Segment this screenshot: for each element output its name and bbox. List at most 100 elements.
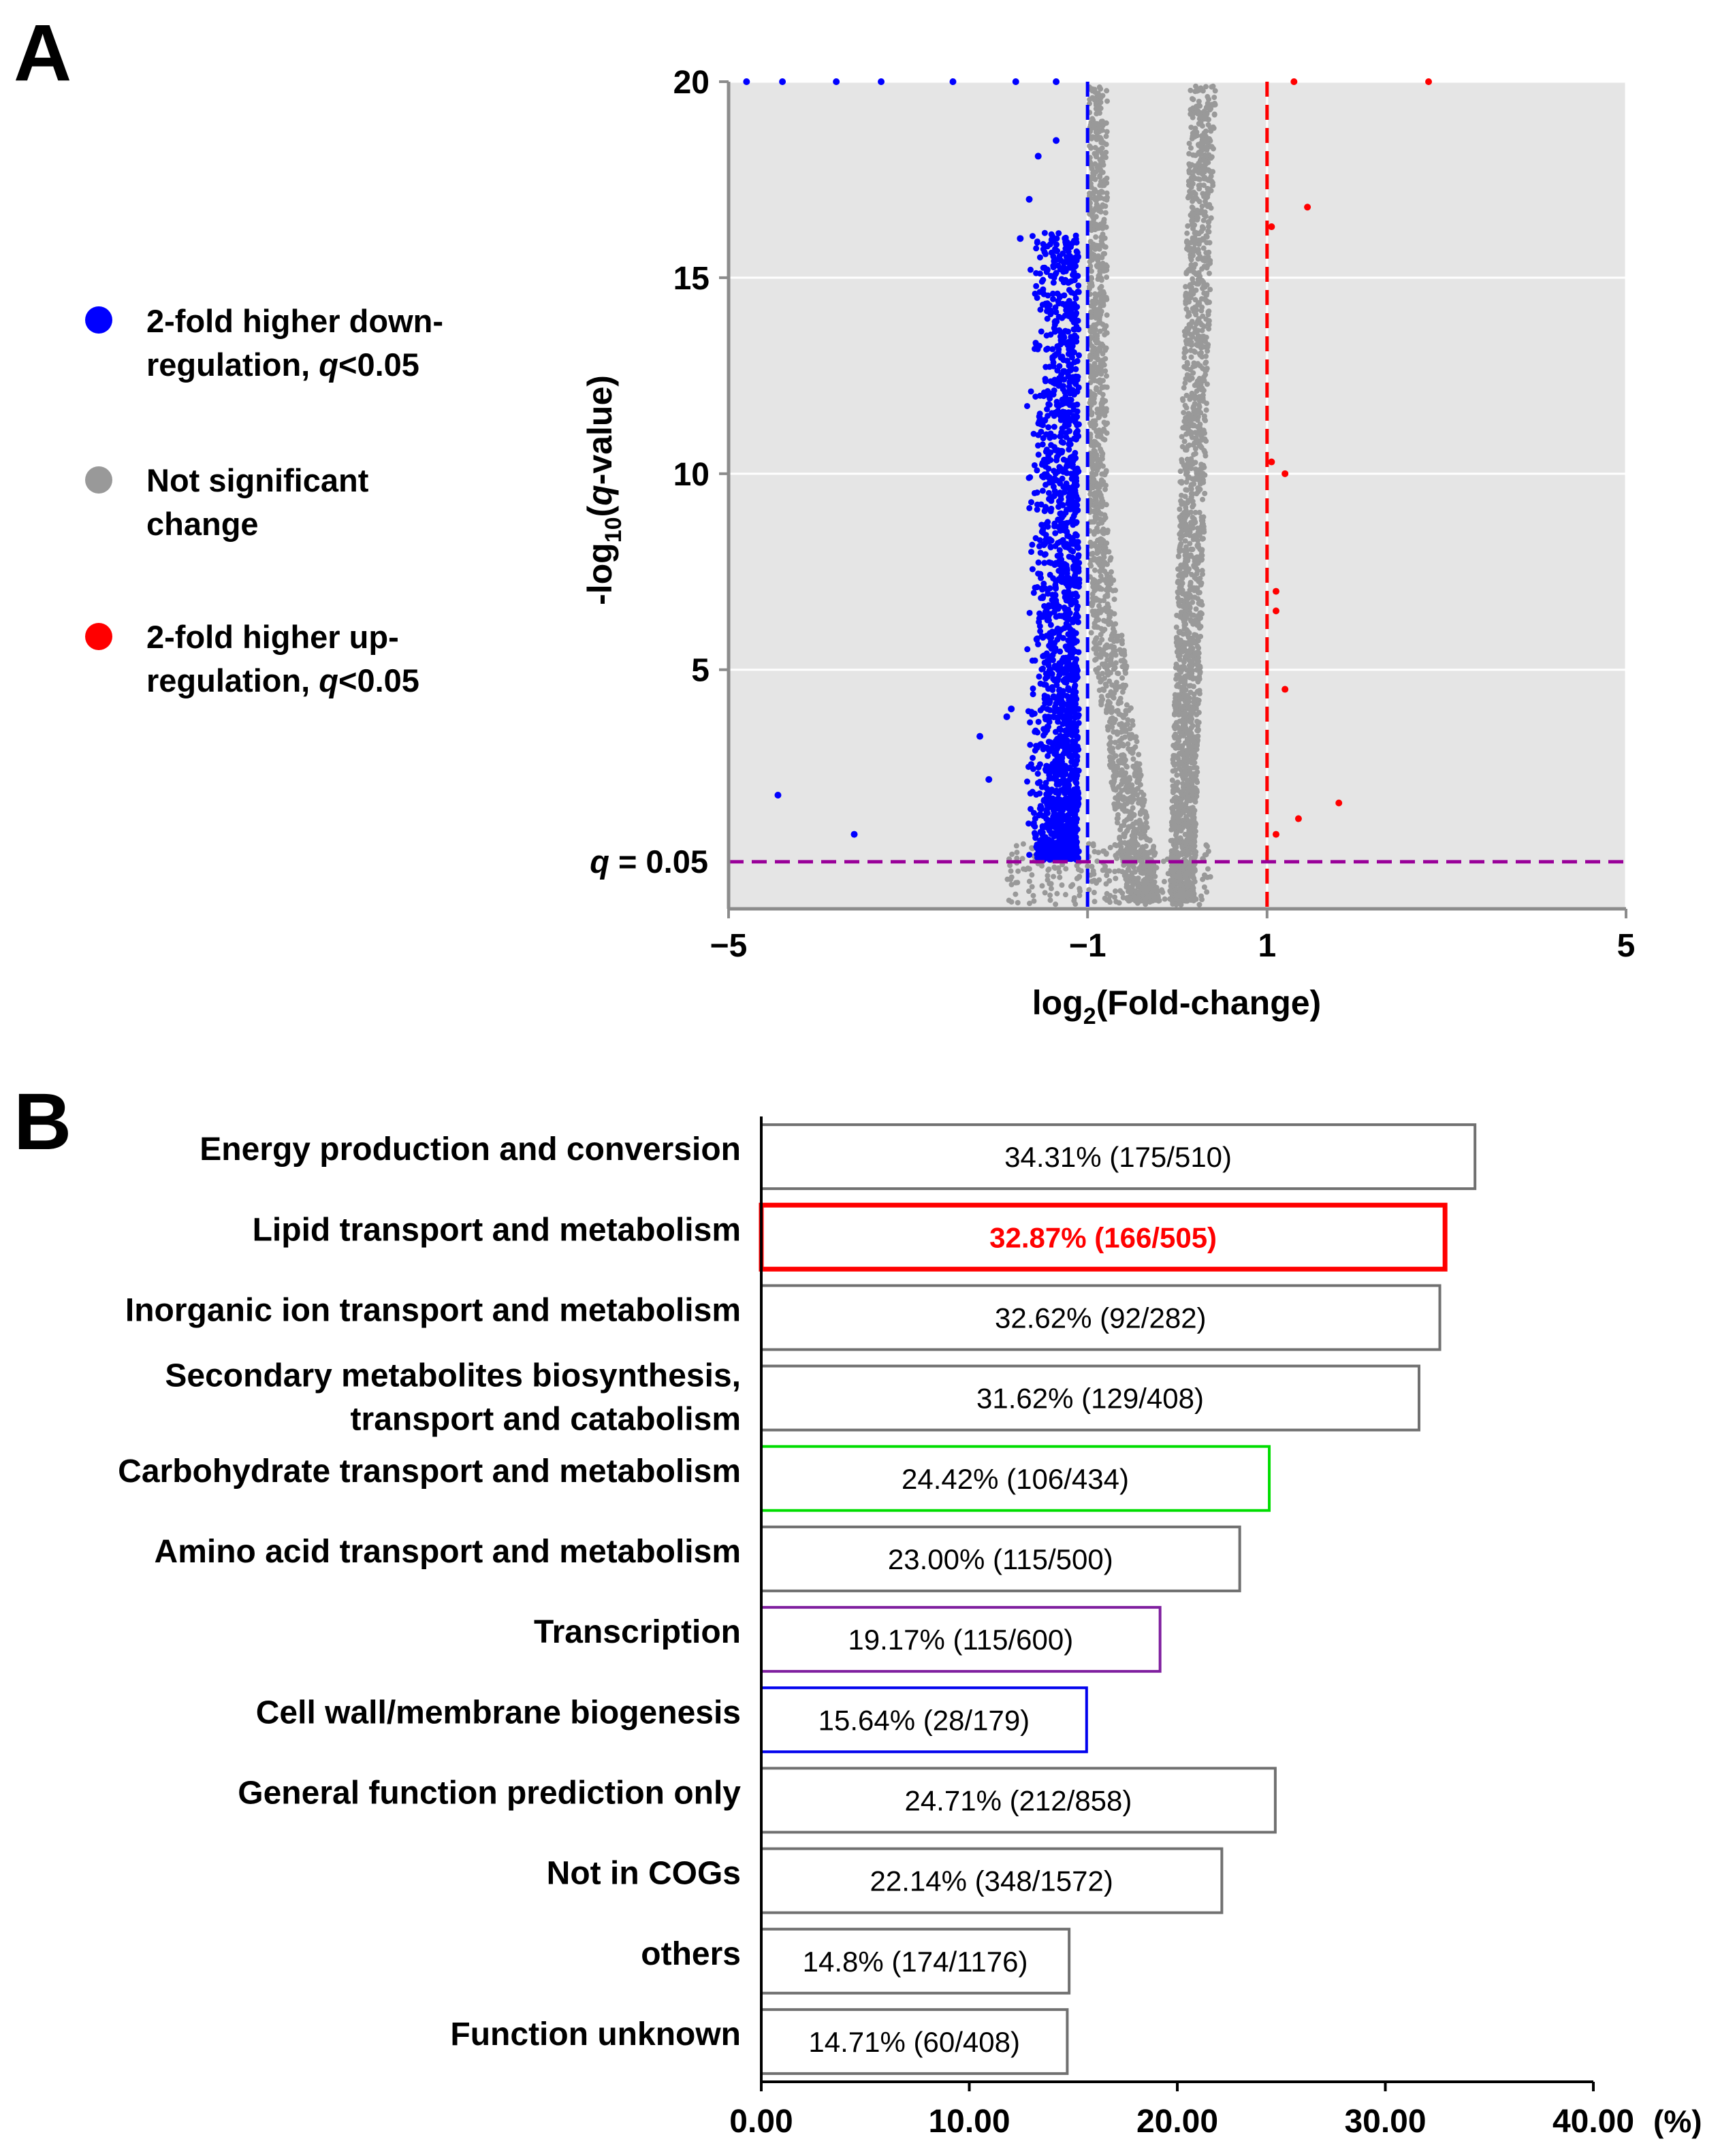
ns-point	[1103, 224, 1109, 230]
ns-point	[1188, 466, 1194, 472]
ns-point	[1202, 852, 1208, 858]
ns-point	[1077, 892, 1083, 899]
ns-point	[1092, 492, 1098, 498]
ns-point	[1087, 180, 1094, 187]
ns-point	[1191, 129, 1197, 135]
ns-point	[1087, 420, 1093, 426]
ns-point	[1118, 658, 1124, 664]
ns-point	[1175, 590, 1181, 596]
down-point	[1041, 602, 1048, 609]
ns-point	[1143, 895, 1149, 901]
ns-point	[1088, 251, 1094, 257]
ns-point	[1203, 213, 1209, 219]
legend-down-line2: regulation, q<0.05	[146, 347, 419, 383]
ns-point	[1196, 430, 1202, 436]
down-point	[1051, 810, 1057, 817]
down-point	[1064, 588, 1071, 595]
ns-point	[1192, 396, 1198, 402]
ns-point	[1149, 882, 1155, 888]
down-point	[1033, 283, 1040, 289]
legend-ns-line2: change	[146, 506, 259, 542]
ns-point	[1203, 202, 1209, 208]
ns-point	[1094, 332, 1100, 338]
ns-point	[1136, 800, 1142, 806]
ns-point	[1188, 666, 1194, 672]
ns-point	[1194, 417, 1200, 423]
ns-point	[1092, 541, 1098, 547]
ns-point	[1089, 257, 1096, 263]
ns-point	[1119, 675, 1126, 681]
ns-point	[1107, 735, 1113, 741]
ns-point	[1102, 482, 1109, 488]
down-point	[1037, 306, 1044, 313]
ns-point	[1095, 276, 1101, 282]
ns-point	[1177, 586, 1183, 592]
ns-point	[1102, 472, 1108, 478]
volcano-cloud-not-significant	[1004, 83, 1218, 907]
ns-point	[1112, 888, 1118, 895]
ns-point	[1117, 711, 1123, 718]
ns-point	[1121, 808, 1128, 814]
down-point	[1047, 506, 1053, 513]
ns-point	[1120, 714, 1126, 720]
ns-point	[1092, 657, 1098, 663]
ns-point	[1182, 494, 1188, 500]
ns-point	[1179, 725, 1185, 731]
ns-point	[1192, 534, 1198, 540]
ns-point	[1113, 683, 1119, 690]
ns-point	[1186, 630, 1192, 636]
ns-point	[1178, 498, 1184, 504]
ns-point	[1203, 360, 1209, 366]
down-point	[1026, 609, 1033, 616]
down-point	[1066, 674, 1073, 681]
ns-point	[1091, 531, 1097, 537]
ns-point	[1181, 510, 1187, 516]
ns-point	[1171, 819, 1177, 825]
ns-point	[1106, 614, 1113, 620]
ns-point	[1177, 897, 1183, 903]
ns-point	[1101, 687, 1107, 693]
ns-point	[1178, 521, 1184, 528]
ns-point	[1194, 718, 1200, 724]
ns-point	[1102, 355, 1109, 361]
ns-point	[1178, 797, 1184, 803]
ns-point	[1202, 115, 1208, 121]
ns-point	[1019, 856, 1025, 862]
ns-point	[1189, 814, 1195, 820]
ns-point	[1185, 822, 1192, 828]
ns-point	[1093, 312, 1099, 318]
ns-point	[1124, 878, 1130, 884]
ns-point	[1089, 595, 1096, 601]
ns-point	[1177, 852, 1183, 858]
ns-point	[1192, 270, 1198, 276]
ns-point	[1188, 581, 1194, 587]
ns-point	[1199, 465, 1205, 471]
ns-point	[1096, 850, 1102, 856]
ns-point	[1189, 893, 1195, 899]
down-point	[1036, 270, 1043, 277]
down-point	[1030, 691, 1036, 698]
ns-point	[1170, 756, 1176, 762]
ns-point	[1098, 477, 1104, 483]
ns-point	[1186, 150, 1192, 157]
ns-point	[1091, 890, 1097, 896]
ns-point	[1102, 210, 1109, 216]
ns-point	[1094, 111, 1100, 117]
ns-point	[1192, 828, 1198, 835]
ns-point	[1187, 797, 1193, 803]
ns-point	[1169, 798, 1175, 804]
ns-point	[1187, 587, 1193, 593]
ns-point	[1125, 721, 1131, 727]
ns-point	[1105, 663, 1111, 669]
ns-point	[1138, 796, 1145, 802]
ns-point	[1106, 678, 1113, 684]
down-point	[1031, 462, 1038, 468]
ns-point	[1190, 306, 1196, 312]
ns-point	[1173, 624, 1179, 630]
ns-point	[1102, 244, 1109, 250]
ns-point	[1124, 884, 1130, 890]
ns-point	[1094, 204, 1100, 210]
down-point	[1057, 551, 1064, 558]
ns-point	[1102, 486, 1108, 492]
down-point	[1047, 707, 1053, 713]
